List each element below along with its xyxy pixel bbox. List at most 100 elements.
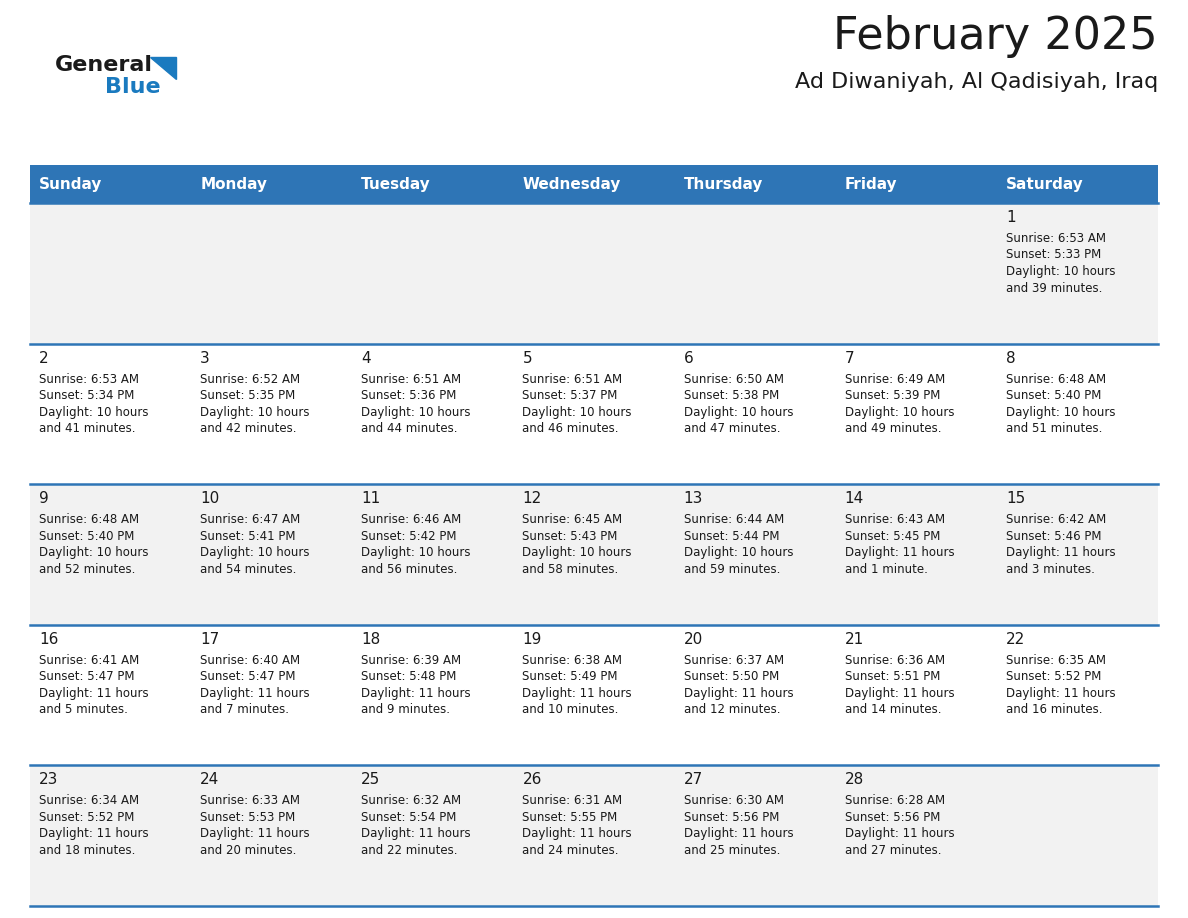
Text: Sunset: 5:52 PM: Sunset: 5:52 PM — [1006, 670, 1101, 683]
Text: Sunset: 5:37 PM: Sunset: 5:37 PM — [523, 389, 618, 402]
Text: and 24 minutes.: and 24 minutes. — [523, 844, 619, 856]
Text: 23: 23 — [39, 772, 58, 788]
Bar — [513, 343, 675, 484]
Text: 7: 7 — [845, 351, 854, 365]
Text: Daylight: 11 hours: Daylight: 11 hours — [845, 546, 954, 559]
Bar — [191, 625, 353, 766]
Text: and 16 minutes.: and 16 minutes. — [1006, 703, 1102, 716]
Text: 9: 9 — [39, 491, 49, 506]
Bar — [675, 766, 835, 906]
Bar — [675, 625, 835, 766]
Bar — [191, 484, 353, 625]
Text: Daylight: 10 hours: Daylight: 10 hours — [361, 406, 470, 419]
Text: 17: 17 — [200, 632, 220, 647]
Text: Sunrise: 6:35 AM: Sunrise: 6:35 AM — [1006, 654, 1106, 666]
Text: Daylight: 11 hours: Daylight: 11 hours — [200, 827, 310, 840]
Text: Sunrise: 6:53 AM: Sunrise: 6:53 AM — [1006, 232, 1106, 245]
Bar — [30, 343, 191, 484]
Text: Thursday: Thursday — [683, 176, 763, 192]
Text: Sunrise: 6:45 AM: Sunrise: 6:45 AM — [523, 513, 623, 526]
Text: Sunrise: 6:46 AM: Sunrise: 6:46 AM — [361, 513, 461, 526]
Text: Sunset: 5:46 PM: Sunset: 5:46 PM — [1006, 530, 1101, 543]
Text: 1: 1 — [1006, 210, 1016, 225]
Text: and 25 minutes.: and 25 minutes. — [683, 844, 781, 856]
Text: Daylight: 10 hours: Daylight: 10 hours — [683, 406, 794, 419]
Text: Sunrise: 6:43 AM: Sunrise: 6:43 AM — [845, 513, 944, 526]
Text: 14: 14 — [845, 491, 864, 506]
Text: Daylight: 11 hours: Daylight: 11 hours — [523, 827, 632, 840]
Text: Sunrise: 6:51 AM: Sunrise: 6:51 AM — [523, 373, 623, 386]
Text: 19: 19 — [523, 632, 542, 647]
Text: Sunrise: 6:47 AM: Sunrise: 6:47 AM — [200, 513, 301, 526]
Text: 10: 10 — [200, 491, 220, 506]
Text: Monday: Monday — [200, 176, 267, 192]
Text: Sunrise: 6:51 AM: Sunrise: 6:51 AM — [361, 373, 461, 386]
Bar — [353, 625, 513, 766]
Bar — [353, 165, 513, 203]
Text: 6: 6 — [683, 351, 694, 365]
Text: Tuesday: Tuesday — [361, 176, 431, 192]
Text: 5: 5 — [523, 351, 532, 365]
Text: and 59 minutes.: and 59 minutes. — [683, 563, 781, 576]
Bar — [675, 165, 835, 203]
Text: Sunset: 5:51 PM: Sunset: 5:51 PM — [845, 670, 940, 683]
Text: February 2025: February 2025 — [833, 15, 1158, 58]
Bar — [835, 484, 997, 625]
Text: Ad Diwaniyah, Al Qadisiyah, Iraq: Ad Diwaniyah, Al Qadisiyah, Iraq — [795, 72, 1158, 92]
Text: 8: 8 — [1006, 351, 1016, 365]
Text: Sunrise: 6:28 AM: Sunrise: 6:28 AM — [845, 794, 944, 808]
Text: 22: 22 — [1006, 632, 1025, 647]
Text: Sunset: 5:40 PM: Sunset: 5:40 PM — [39, 530, 134, 543]
Bar — [997, 203, 1158, 343]
Text: Friday: Friday — [845, 176, 897, 192]
Text: Daylight: 11 hours: Daylight: 11 hours — [361, 687, 470, 700]
Text: and 51 minutes.: and 51 minutes. — [1006, 422, 1102, 435]
Text: 12: 12 — [523, 491, 542, 506]
Text: Sunset: 5:33 PM: Sunset: 5:33 PM — [1006, 249, 1101, 262]
Text: Daylight: 11 hours: Daylight: 11 hours — [683, 687, 794, 700]
Text: and 54 minutes.: and 54 minutes. — [200, 563, 297, 576]
Text: Daylight: 10 hours: Daylight: 10 hours — [1006, 265, 1116, 278]
Bar — [835, 625, 997, 766]
Text: Sunrise: 6:53 AM: Sunrise: 6:53 AM — [39, 373, 139, 386]
Text: and 20 minutes.: and 20 minutes. — [200, 844, 297, 856]
Text: and 3 minutes.: and 3 minutes. — [1006, 563, 1094, 576]
Text: Sunset: 5:50 PM: Sunset: 5:50 PM — [683, 670, 779, 683]
Text: Sunset: 5:49 PM: Sunset: 5:49 PM — [523, 670, 618, 683]
Text: Sunrise: 6:41 AM: Sunrise: 6:41 AM — [39, 654, 139, 666]
Text: and 22 minutes.: and 22 minutes. — [361, 844, 457, 856]
Text: and 5 minutes.: and 5 minutes. — [39, 703, 128, 716]
Bar — [997, 165, 1158, 203]
Text: and 7 minutes.: and 7 minutes. — [200, 703, 289, 716]
Text: Sunset: 5:55 PM: Sunset: 5:55 PM — [523, 811, 618, 823]
Text: Sunrise: 6:48 AM: Sunrise: 6:48 AM — [39, 513, 139, 526]
Text: 24: 24 — [200, 772, 220, 788]
Text: Daylight: 11 hours: Daylight: 11 hours — [523, 687, 632, 700]
Text: Sunrise: 6:37 AM: Sunrise: 6:37 AM — [683, 654, 784, 666]
Text: Sunset: 5:39 PM: Sunset: 5:39 PM — [845, 389, 940, 402]
Text: Sunset: 5:44 PM: Sunset: 5:44 PM — [683, 530, 779, 543]
Text: 26: 26 — [523, 772, 542, 788]
Text: Daylight: 11 hours: Daylight: 11 hours — [845, 827, 954, 840]
Text: and 44 minutes.: and 44 minutes. — [361, 422, 457, 435]
Bar — [997, 343, 1158, 484]
Text: 3: 3 — [200, 351, 210, 365]
Bar — [353, 766, 513, 906]
Text: and 42 minutes.: and 42 minutes. — [200, 422, 297, 435]
Text: Sunset: 5:47 PM: Sunset: 5:47 PM — [39, 670, 134, 683]
Text: and 12 minutes.: and 12 minutes. — [683, 703, 781, 716]
Text: Sunday: Sunday — [39, 176, 102, 192]
Bar — [675, 484, 835, 625]
Text: Sunrise: 6:48 AM: Sunrise: 6:48 AM — [1006, 373, 1106, 386]
Text: 11: 11 — [361, 491, 380, 506]
Bar — [353, 343, 513, 484]
Text: Daylight: 10 hours: Daylight: 10 hours — [39, 546, 148, 559]
Bar — [513, 484, 675, 625]
Bar — [997, 484, 1158, 625]
Text: Daylight: 10 hours: Daylight: 10 hours — [361, 546, 470, 559]
Text: Sunrise: 6:49 AM: Sunrise: 6:49 AM — [845, 373, 944, 386]
Text: Sunset: 5:52 PM: Sunset: 5:52 PM — [39, 811, 134, 823]
Text: Daylight: 10 hours: Daylight: 10 hours — [200, 546, 310, 559]
Text: Daylight: 10 hours: Daylight: 10 hours — [845, 406, 954, 419]
Text: Wednesday: Wednesday — [523, 176, 621, 192]
